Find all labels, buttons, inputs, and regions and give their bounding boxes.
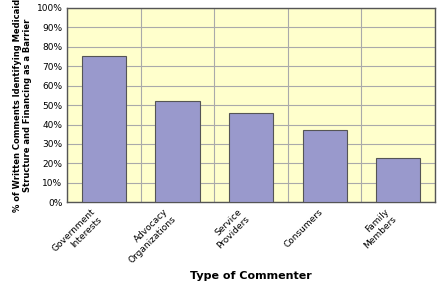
Y-axis label: % of Written Comments Identifying Medicaid
Structure and Financing as a Barrier: % of Written Comments Identifying Medica… <box>13 0 32 212</box>
Bar <box>375 158 419 202</box>
Bar <box>302 130 346 202</box>
Bar <box>229 113 272 202</box>
Bar <box>155 101 199 202</box>
X-axis label: Type of Commenter: Type of Commenter <box>190 271 311 281</box>
Bar <box>82 56 126 202</box>
